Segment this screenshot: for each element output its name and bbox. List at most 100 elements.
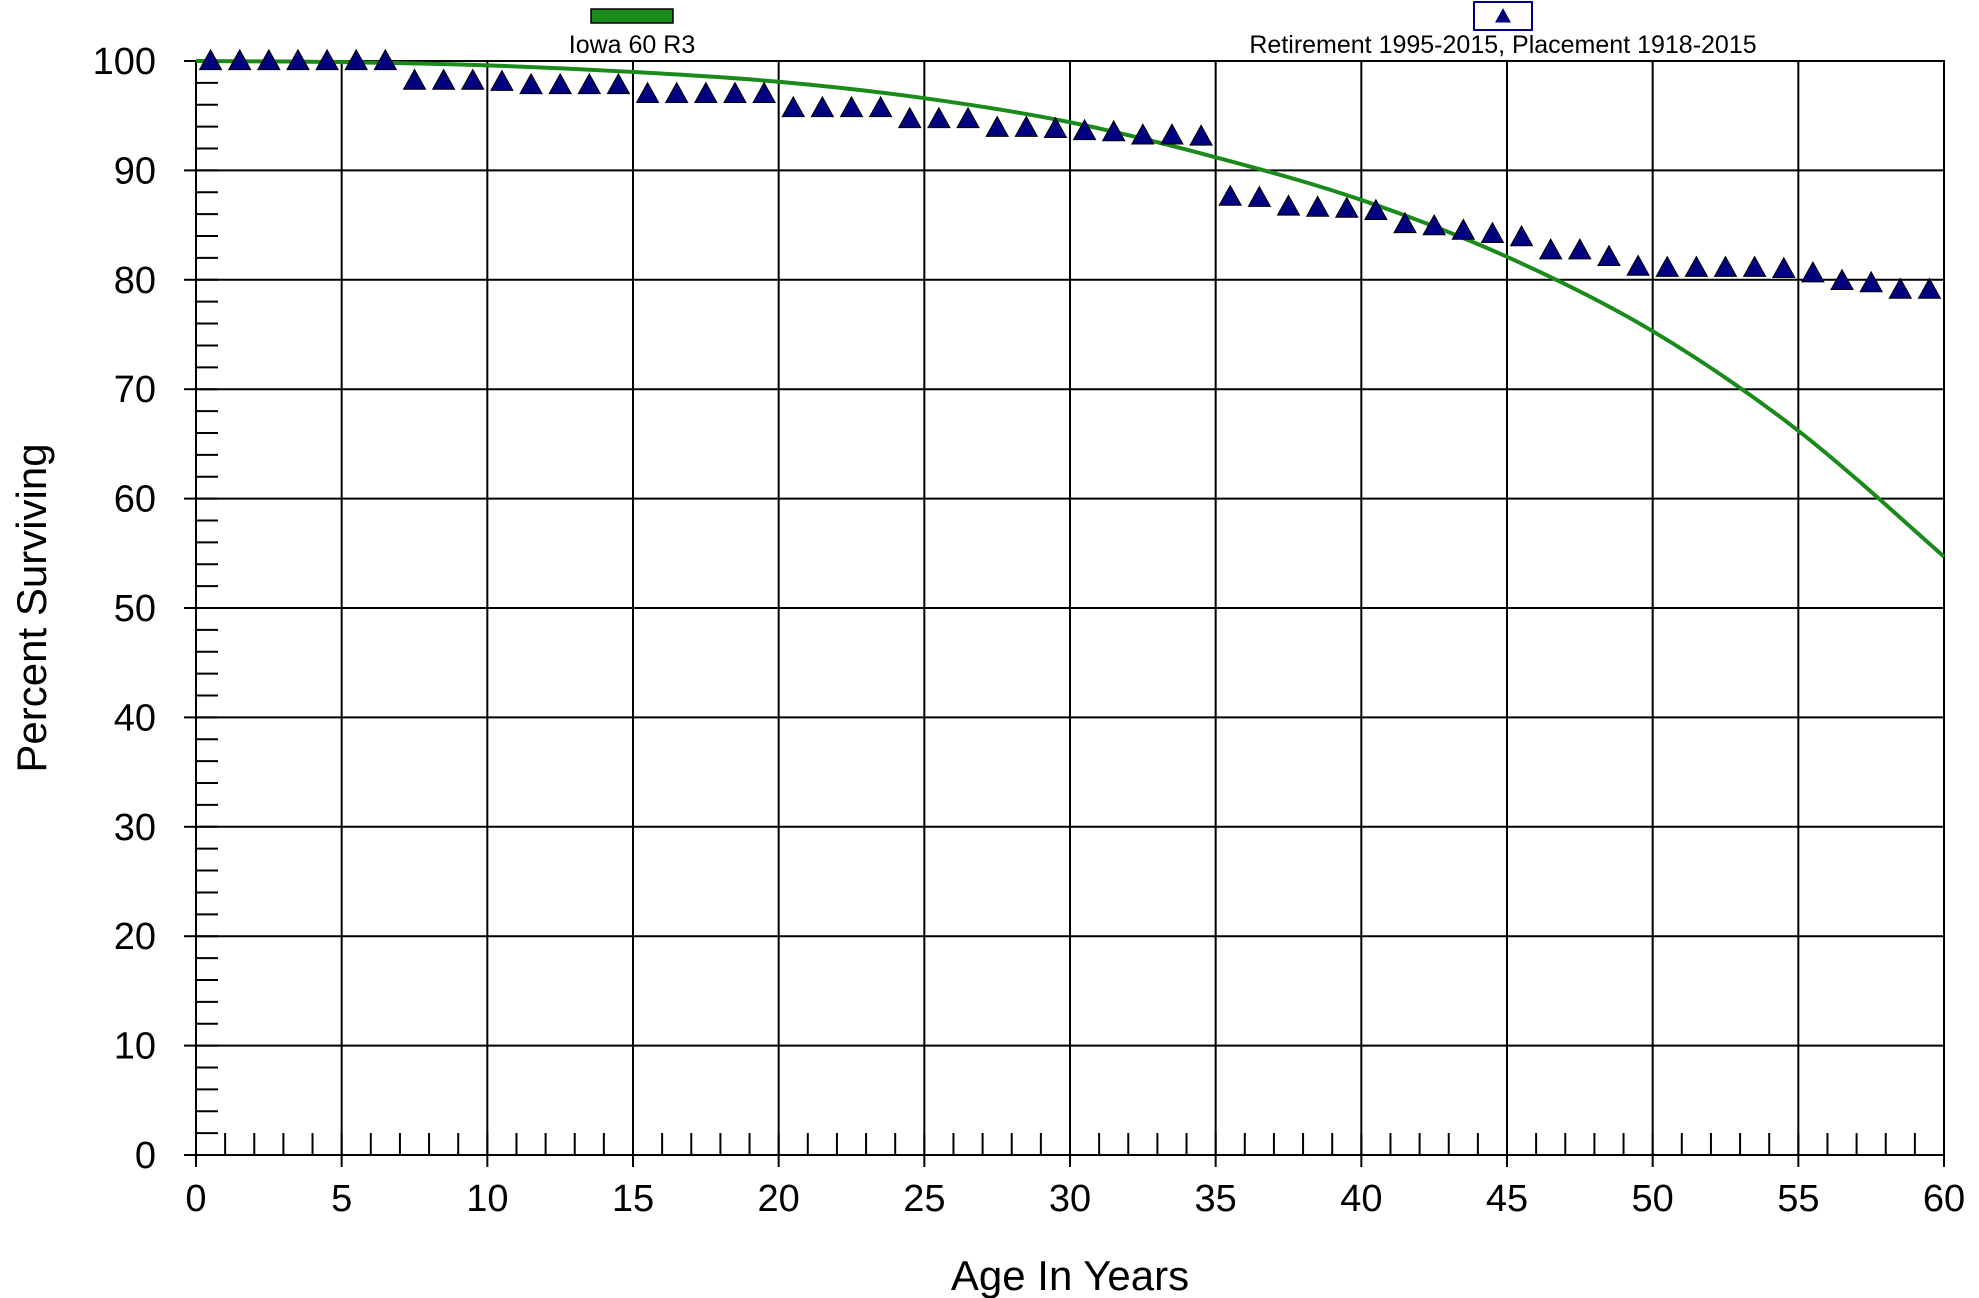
legend-triangle-icon [1495, 8, 1511, 23]
data-point-triangle [1830, 268, 1854, 291]
data-point-triangle [577, 72, 602, 95]
data-point-triangle [1189, 124, 1213, 146]
data-point-triangle [868, 95, 893, 118]
data-point-triangle [985, 115, 1010, 137]
x-tick-labels: 0 5 10 15 20 25 30 35 40 45 50 55 60 [185, 1178, 1965, 1220]
data-point-triangle [1771, 256, 1796, 278]
data-point-triangle [1130, 123, 1155, 145]
data-point-triangle [1509, 224, 1534, 247]
legend-label-line: Iowa 60 R3 [569, 31, 695, 59]
x-tick-label: 30 [1049, 1178, 1091, 1220]
data-point-triangle [956, 106, 980, 129]
data-point-triangle [1305, 195, 1330, 217]
data-point-triangle [1626, 254, 1650, 276]
data-point-triangle [373, 48, 398, 71]
x-tick-label: 20 [758, 1178, 800, 1220]
data-point-triangle [548, 72, 573, 95]
data-point-triangle [810, 95, 835, 118]
plot-frame [195, 60, 1945, 1156]
data-point-triangle [1888, 277, 1913, 299]
data-point-triangle [606, 72, 631, 95]
data-point-triangle [227, 48, 252, 71]
data-point-triangle [693, 81, 718, 103]
data-point-triangle [1364, 198, 1388, 220]
data-point-triangle [1801, 261, 1825, 283]
y-tick-labels: 0 10 20 30 40 50 60 70 80 90 100 [93, 41, 156, 1177]
legend-label-markers: Retirement 1995-2015, Placement 1918-201… [1249, 31, 1756, 59]
y-tick-label: 100 [93, 41, 156, 83]
data-point-triangle [1247, 185, 1272, 207]
y-tick-label: 50 [114, 588, 156, 630]
data-point-triangle [1422, 213, 1447, 236]
x-tick-label: 35 [1195, 1178, 1237, 1220]
data-point-triangle [315, 48, 339, 71]
data-point-triangle [1480, 221, 1505, 243]
x-tick-label: 25 [903, 1178, 945, 1220]
legend: Iowa 60 R3 Retirement 1995-2015, Placeme… [569, 1, 1757, 59]
data-point-triangle [431, 68, 456, 90]
data-point-triangle [256, 48, 281, 71]
data-point-triangle [897, 106, 922, 129]
y-tick-label: 60 [114, 479, 156, 521]
x-tick-label: 50 [1632, 1178, 1674, 1220]
data-point-triangle [1276, 194, 1301, 216]
data-point-triangle [1538, 238, 1563, 260]
y-tick-label: 0 [135, 1135, 156, 1177]
data-point-triangle [1597, 244, 1621, 266]
data-point-triangle [1742, 255, 1767, 277]
data-point-triangle [490, 69, 514, 91]
data-point-triangle [664, 81, 689, 103]
y-axis-title: Percent Surviving [8, 443, 55, 772]
data-point-triangle [1218, 184, 1243, 206]
x-axis-title: Age In Years [951, 1252, 1189, 1298]
y-tick-label: 80 [114, 260, 156, 302]
y-tick-label: 20 [114, 916, 156, 958]
x-tick-label: 45 [1486, 1178, 1528, 1220]
data-point-triangle [723, 81, 747, 103]
minor-ticks [184, 60, 1945, 1167]
data-point-triangle [1160, 123, 1184, 145]
data-point-triangle [1393, 211, 1417, 234]
x-tick-label: 40 [1340, 1178, 1382, 1220]
data-point-triangle [839, 95, 864, 118]
y-tick-label: 40 [114, 697, 156, 739]
data-point-triangle [1684, 255, 1709, 277]
x-tick-label: 60 [1923, 1178, 1965, 1220]
x-tick-label: 0 [185, 1178, 206, 1220]
y-tick-label: 90 [114, 150, 156, 192]
data-point-triangle [1713, 255, 1738, 277]
x-tick-label: 15 [612, 1178, 654, 1220]
x-tick-label: 10 [466, 1178, 508, 1220]
data-point-triangle [1859, 270, 1884, 293]
data-point-triangle [927, 106, 951, 129]
data-point-triangle [1101, 119, 1126, 142]
data-point-triangle [1567, 238, 1592, 260]
y-tick-label: 10 [114, 1026, 156, 1068]
y-tick-label: 70 [114, 369, 156, 411]
series-line-iowa-60-r3 [195, 59, 1946, 559]
data-point-triangle [1014, 115, 1039, 137]
legend-swatch-line [590, 8, 674, 24]
y-tick-label: 30 [114, 807, 156, 849]
data-point-triangle [460, 68, 485, 90]
legend-swatch-marker-box [1473, 1, 1533, 31]
data-point-triangle [344, 48, 369, 71]
data-point-triangle [402, 68, 427, 90]
data-point-triangle [781, 95, 806, 118]
data-point-triangle [1917, 277, 1942, 299]
data-point-triangle [1655, 255, 1680, 277]
data-point-triangle [752, 81, 776, 103]
data-point-triangle [1072, 118, 1097, 141]
x-tick-label: 5 [331, 1178, 352, 1220]
data-point-triangle [198, 48, 223, 71]
data-point-triangle [635, 81, 660, 103]
data-point-triangle [1451, 218, 1476, 240]
data-point-triangle [1334, 196, 1359, 218]
data-point-triangle [286, 48, 310, 71]
x-tick-label: 55 [1777, 1178, 1819, 1220]
data-point-triangle [1043, 116, 1068, 138]
data-point-triangle [519, 72, 543, 95]
series-layer [195, 48, 1946, 559]
